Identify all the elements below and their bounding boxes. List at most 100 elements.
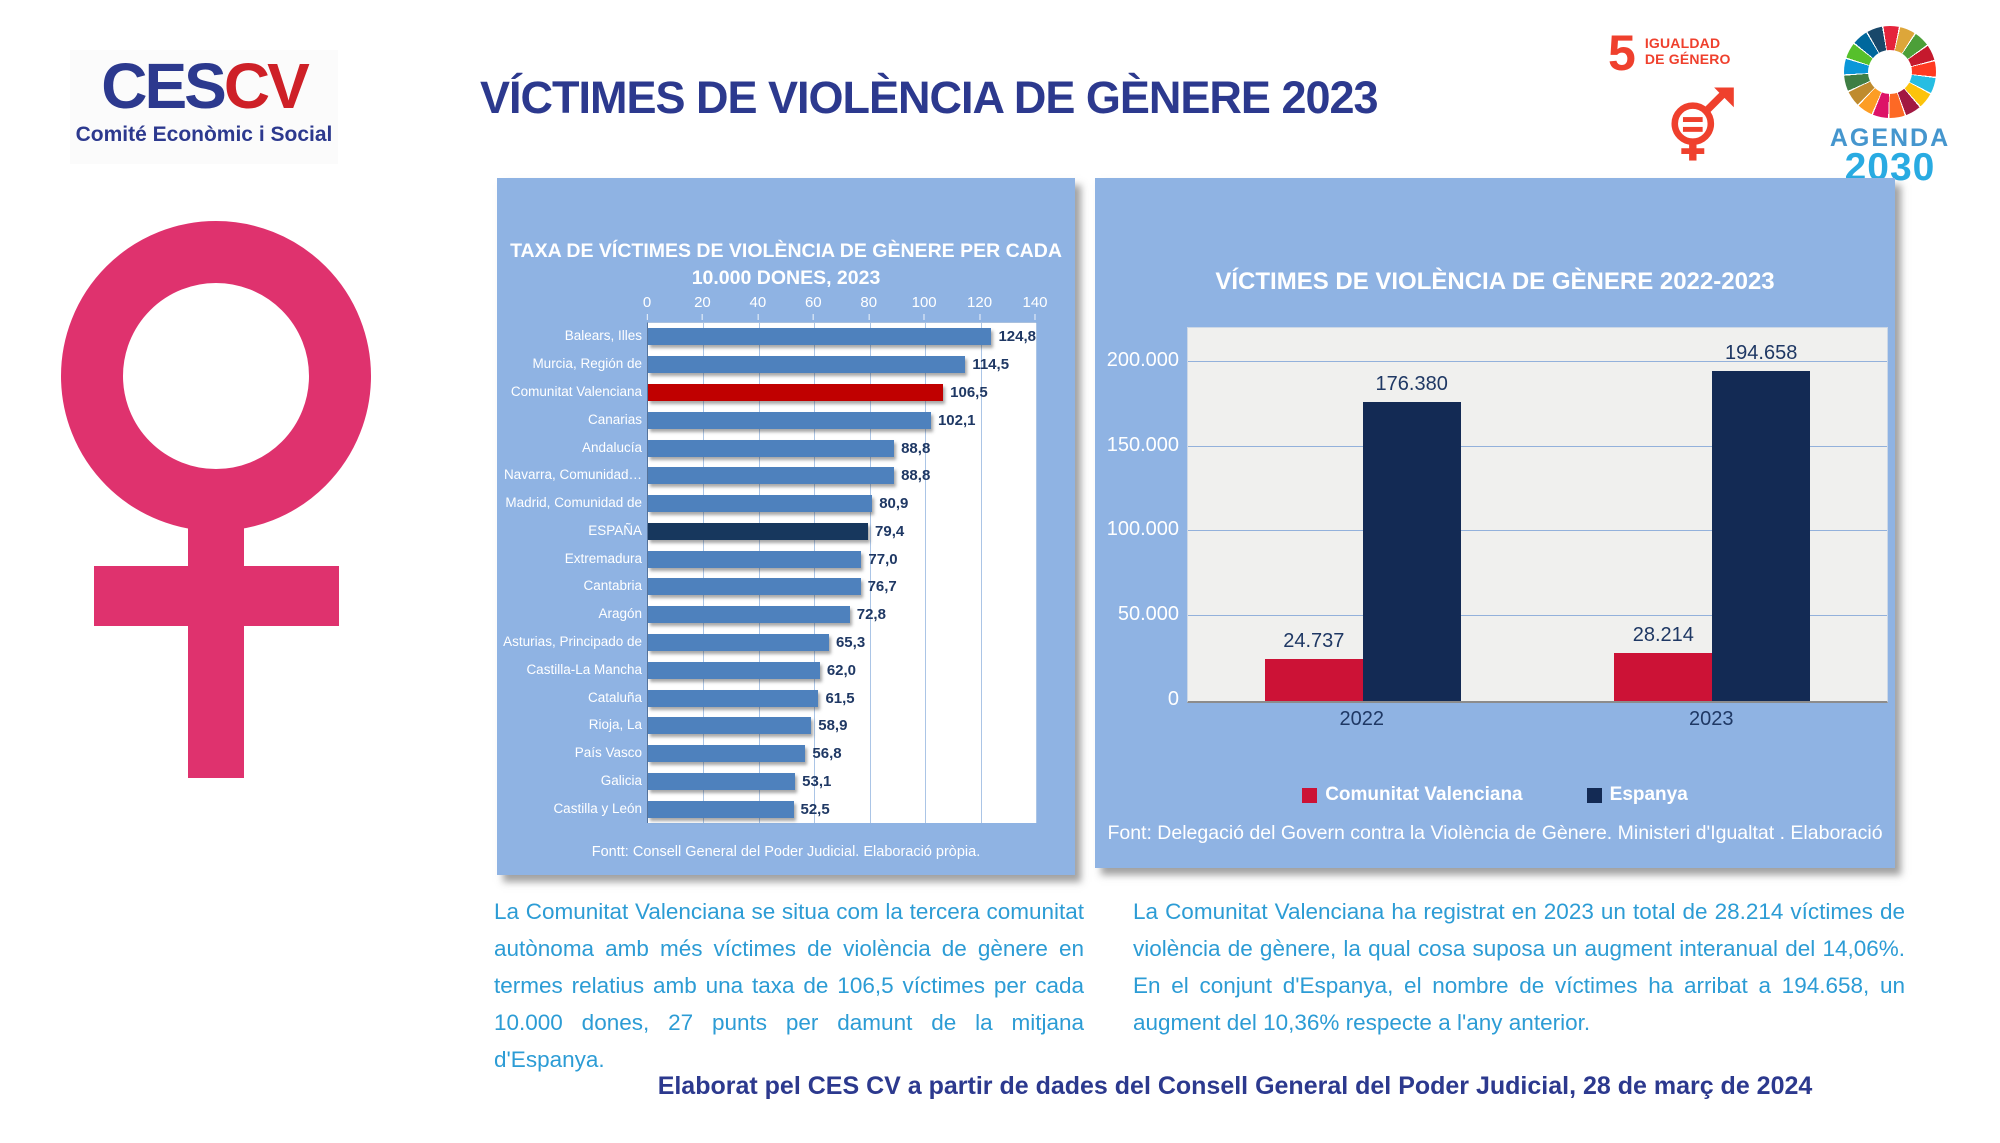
totals-chart-y-axis: 0 50.000 100.000 150.000 200.000: [1095, 327, 1179, 710]
category-label: Castilla y León: [553, 800, 642, 816]
category-label: ESPAÑA: [588, 522, 642, 538]
value-label: 65,3: [835, 633, 866, 651]
rate-bar-row: 79,4: [648, 517, 1036, 545]
rate-bar-row: 56,8: [648, 740, 1036, 768]
bar-value-label: 194.658: [1725, 341, 1798, 364]
gridline: [1188, 360, 1887, 362]
gridline: [703, 323, 705, 823]
bar-value-label: 24.737: [1283, 630, 1345, 653]
rate-bar-row: 102,1: [648, 406, 1036, 434]
cescv-logo-text: CESCV: [70, 50, 338, 122]
rate-chart-source: Fontt: Consell General del Poder Judicia…: [591, 844, 981, 860]
category-label: Cataluña: [587, 689, 642, 705]
rate-bar: [648, 467, 895, 485]
rate-bar-row: 52,5: [648, 795, 1036, 823]
commentary-right: La Comunitat Valenciana ha registrat en …: [1133, 899, 1905, 1035]
value-label: 77,0: [868, 550, 898, 568]
y-axis-label: 200.000: [1106, 348, 1179, 371]
rate-bar: [648, 606, 850, 624]
rate-chart-title: TAXA DE VÍCTIMES DE VIOLÈNCIA DE GÈNERE …: [510, 240, 1062, 289]
rate-chart-category-labels: Balears, Illes Murcia, Región de Comunitat…: [497, 322, 642, 822]
rate-bar: [648, 383, 944, 401]
y-axis-label: 150.000: [1106, 433, 1179, 456]
x-tick-label: 40: [750, 294, 766, 320]
rate-bar-row: 72,8: [648, 601, 1036, 629]
gridline: [869, 323, 871, 823]
total-bar: [1264, 659, 1363, 701]
rate-bar: [648, 411, 931, 429]
value-label: 61,5: [825, 689, 855, 707]
value-label: 79,4: [875, 522, 905, 540]
rate-bar-row: 88,8: [648, 434, 1036, 462]
value-label: 76,7: [867, 578, 897, 596]
rate-bar: [648, 689, 819, 707]
sdg5-header: 5 IGUALDAD DE GÉNERO: [1608, 25, 1783, 81]
value-label: 53,1: [802, 772, 832, 790]
rate-bar-row: 88,8: [648, 462, 1036, 490]
rate-bar-row: 58,9: [648, 712, 1036, 740]
value-label: 62,0: [826, 661, 857, 679]
category-label: Murcia, Región de: [532, 356, 642, 372]
gridline: [1188, 615, 1887, 617]
logo-ces: CES: [101, 50, 227, 122]
value-label: 56,8: [812, 745, 842, 763]
rate-bar: [648, 550, 862, 568]
sdg5-number: 5: [1608, 25, 1636, 81]
category-label: Comunitat Valenciana: [510, 383, 642, 399]
x-tick-label: 20: [694, 294, 711, 320]
category-label: Andalucía: [581, 439, 642, 455]
rate-bar-row: 124,8: [648, 323, 1036, 351]
rate-bar: [648, 745, 806, 763]
rate-chart-panel: TAXA DE VÍCTIMES DE VIOLÈNCIA DE GÈNERE …: [497, 178, 1075, 875]
y-axis-label: 50.000: [1117, 603, 1179, 626]
bar-value-label: 176.380: [1375, 372, 1448, 395]
value-label: 124,8: [998, 328, 1036, 346]
totals-chart-x-axis: 2022 2023: [1187, 708, 1886, 734]
legend-label: Comunitat Valenciana: [1325, 784, 1523, 805]
x-tick-label: 80: [860, 294, 877, 320]
rate-bar: [648, 661, 820, 679]
category-label: Balears, Illes: [564, 328, 642, 344]
category-label: País Vasco: [574, 745, 642, 761]
category-label: Rioja, La: [588, 717, 642, 733]
totals-chart-legend: Comunitat Valenciana Espanya: [1095, 784, 1895, 806]
rate-bar-row: 53,1: [648, 768, 1036, 796]
x-tick-label: 120: [967, 294, 992, 320]
total-bar: [1614, 653, 1713, 701]
category-label: Galicia: [600, 772, 642, 788]
logo-subtitle: Comité Econòmic i Social: [75, 123, 333, 146]
totals-chart-title: VÍCTIMES DE VIOLÈNCIA DE GÈNERE 2022-202…: [1215, 268, 1775, 295]
value-label: 88,8: [901, 467, 931, 485]
gridline: [925, 323, 927, 823]
female-symbol-icon: [58, 198, 374, 783]
rate-bar: [648, 522, 869, 540]
legend-item: Comunitat Valenciana: [1302, 784, 1523, 806]
category-label: Castilla-La Mancha: [526, 661, 642, 677]
rate-bar-row: 62,0: [648, 656, 1036, 684]
gridline: [1188, 530, 1887, 532]
rate-chart-x-axis: 0 20 40 60 80 100 120 140: [643, 294, 1048, 322]
rate-bar: [648, 717, 812, 735]
category-label: Canarias: [587, 411, 642, 427]
x-tick-label: 0: [643, 294, 651, 320]
rate-bar-row: 114,5: [648, 351, 1036, 379]
x-tick-label: 60: [805, 294, 822, 320]
agenda-2030-logo: AGENDA 2030: [1828, 26, 1952, 187]
rate-bar-row: 76,7: [648, 573, 1036, 601]
gridline: [980, 323, 982, 823]
category-label: Navarra, Comunidad…: [503, 467, 642, 483]
bar-value-label: 28.214: [1632, 624, 1694, 647]
rate-bar: [648, 495, 873, 513]
y-axis-label: 0: [1167, 688, 1179, 710]
gridline: [758, 323, 760, 823]
rate-bar: [648, 328, 992, 346]
sdg-wheel-icon: [1844, 26, 1936, 118]
value-label: 72,8: [856, 606, 886, 624]
value-label: 58,9: [818, 717, 848, 735]
total-bar: [1362, 401, 1461, 701]
value-label: 88,8: [901, 439, 931, 457]
cescv-logo: CESCV Comité Econòmic i Social: [70, 50, 338, 164]
value-label: 114,5: [972, 356, 1010, 374]
gridline: [814, 323, 816, 823]
